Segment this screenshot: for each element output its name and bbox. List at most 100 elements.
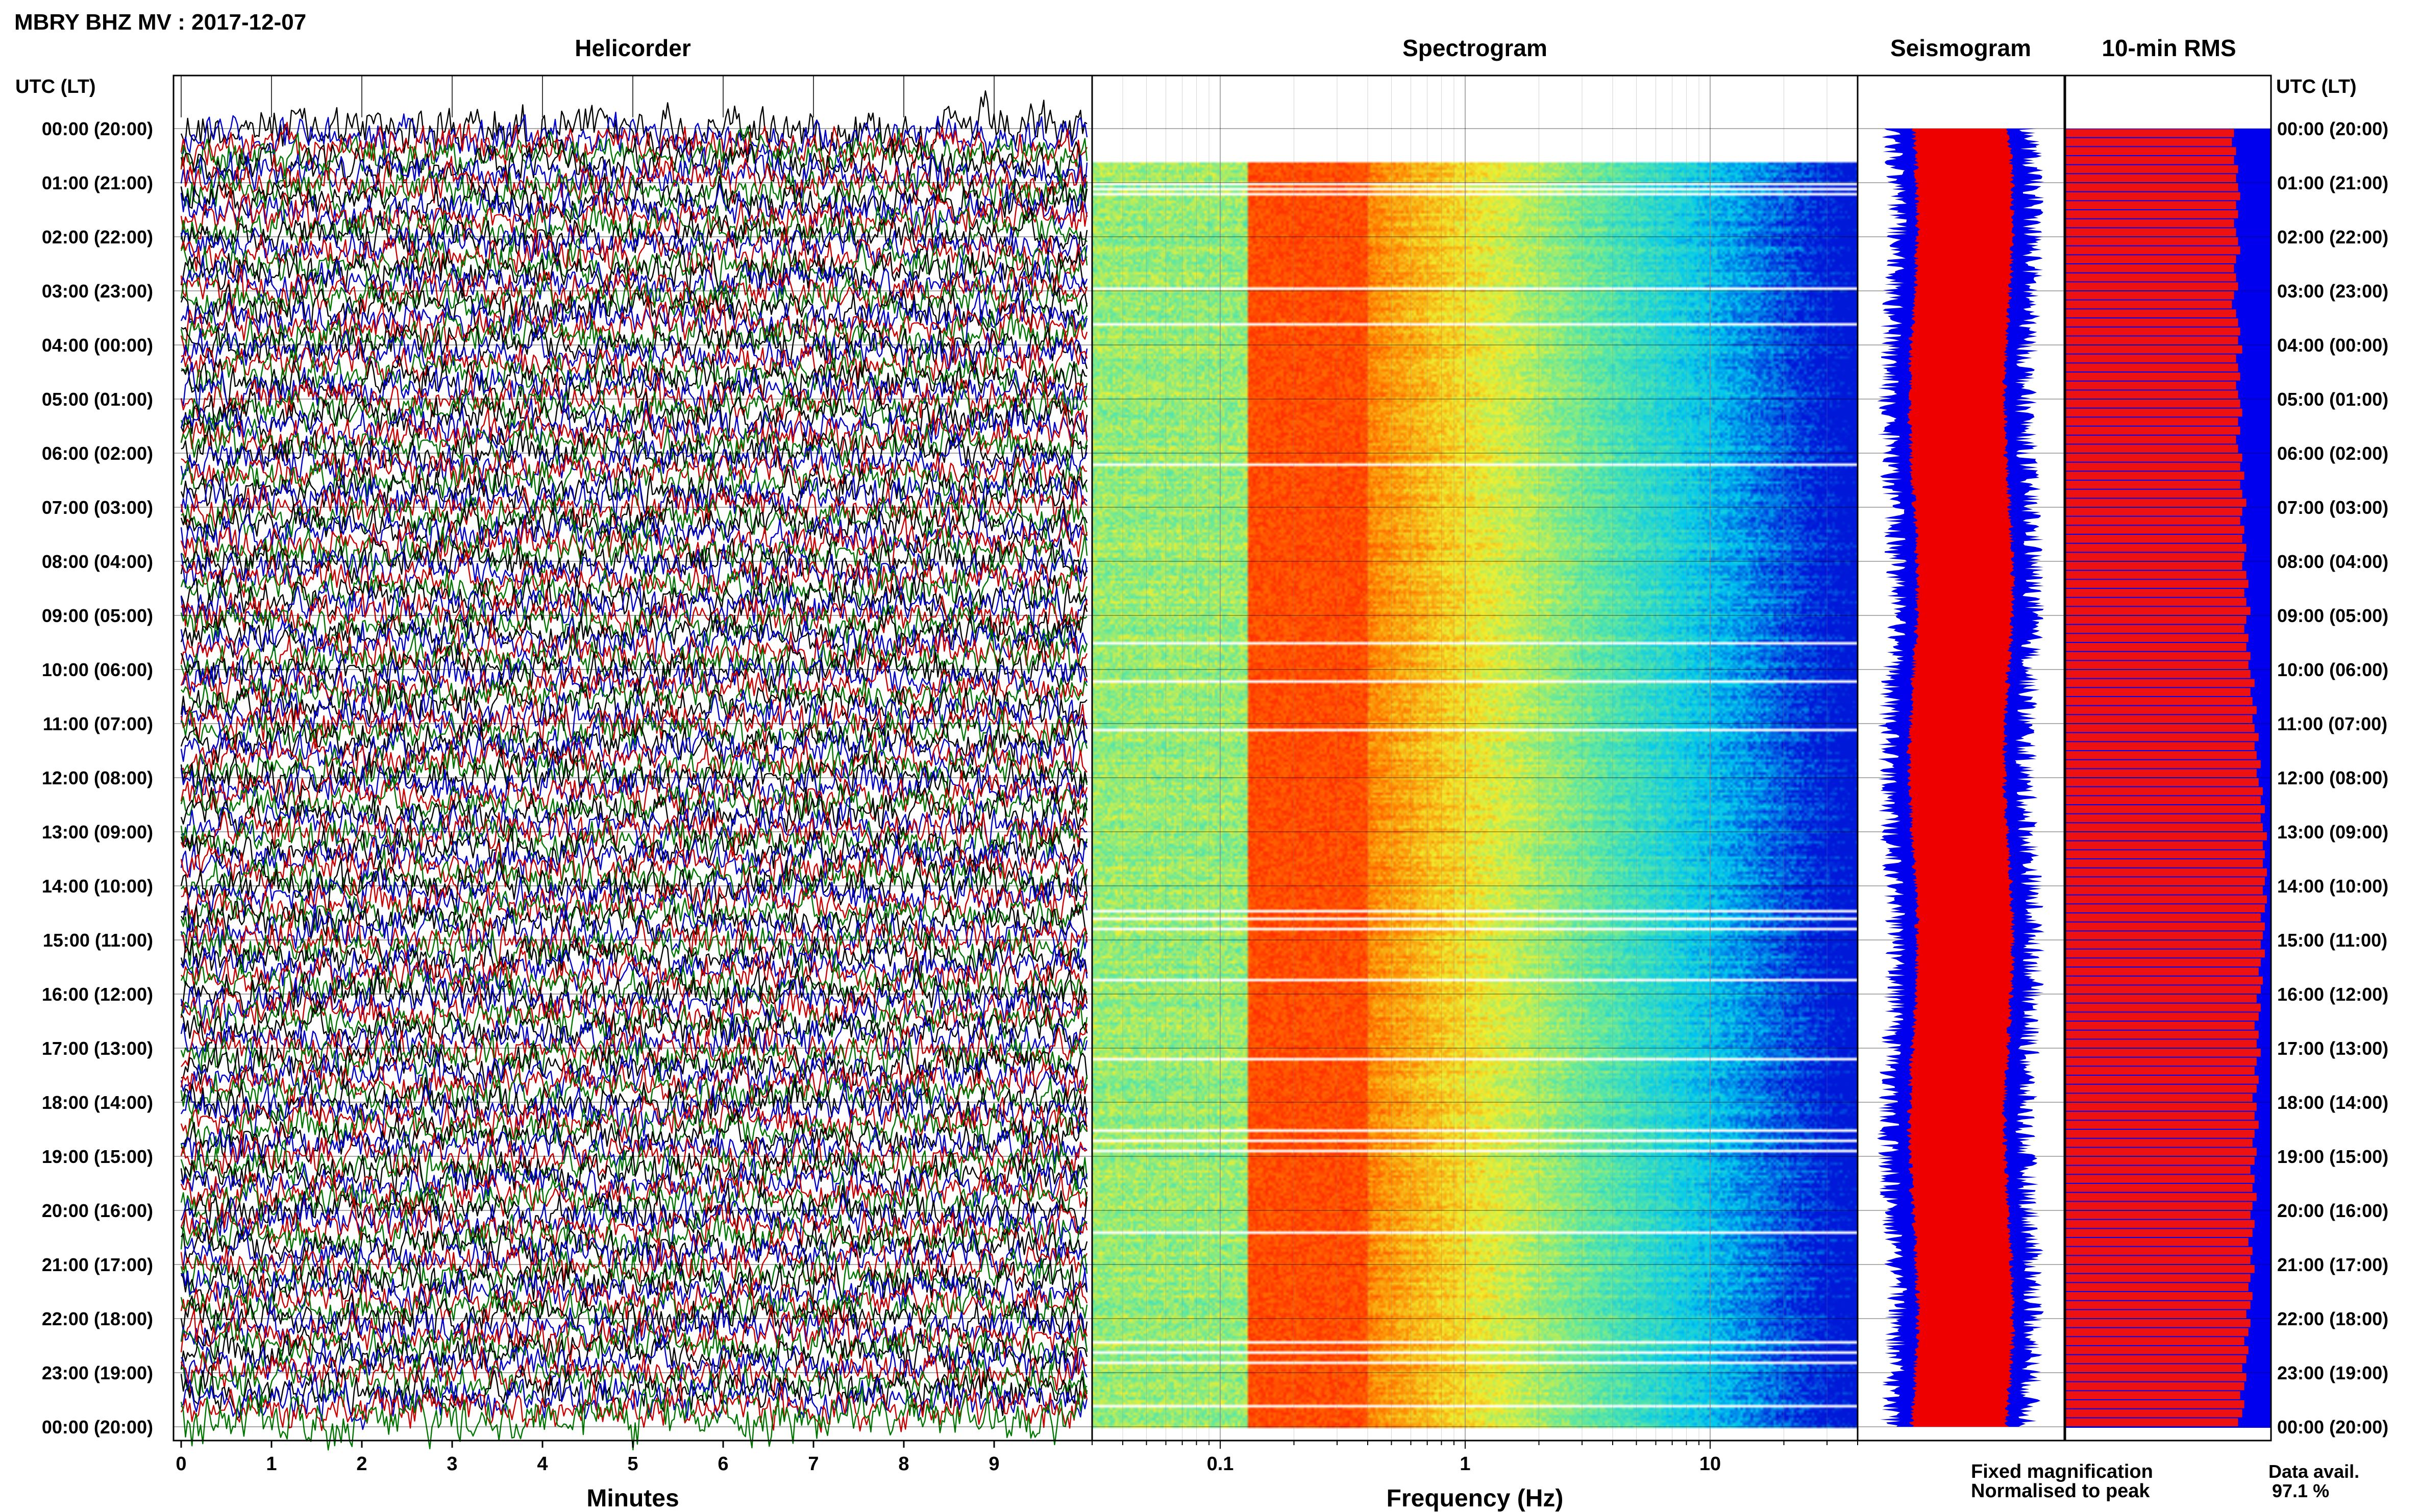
row-label-left: 06:00 (02:00) — [42, 443, 153, 464]
helicorder-trace-row — [180, 895, 1088, 946]
row-label-left: 05:00 (01:00) — [42, 389, 153, 410]
rms-bar — [2065, 562, 2242, 570]
row-label-left: 23:00 (19:00) — [42, 1362, 153, 1383]
rms-bar — [2065, 129, 2234, 137]
helicorder-trace-row — [181, 111, 1088, 166]
helicorder-tick-label: 6 — [718, 1453, 728, 1475]
rms-bar — [2065, 1274, 2251, 1282]
row-label-left: 09:00 (05:00) — [42, 605, 153, 626]
helicorder-trace-row — [180, 658, 1088, 714]
helicorder-trace-row — [180, 641, 1088, 695]
rms-bar — [2065, 327, 2240, 336]
rms-bar — [2065, 1418, 2238, 1426]
row-label-right: 00:00 (20:00) — [2277, 1417, 2388, 1437]
helicorder-trace-row — [180, 1326, 1088, 1381]
rms-bar — [2065, 787, 2263, 796]
rms-bar — [2065, 1166, 2251, 1174]
spectrogram-panel: 0.1 1 10 Frequency (Hz) — [1091, 75, 1859, 1512]
helicorder-trace-row — [180, 758, 1088, 814]
rms-bar — [2065, 1012, 2259, 1021]
rms-bar — [2065, 571, 2247, 579]
rms-bar — [2065, 805, 2265, 813]
rms-bar — [2065, 1076, 2259, 1084]
row-label-left: 10:00 (06:00) — [42, 659, 153, 680]
helicorder-trace-row — [180, 219, 1088, 267]
rms-bar — [2065, 778, 2259, 786]
rms-bar — [2065, 868, 2267, 877]
rms-bar — [2065, 1382, 2244, 1391]
helicorder-trace-row — [180, 983, 1088, 1039]
rms-bar — [2065, 183, 2238, 191]
rms-bar — [2065, 751, 2257, 759]
helicorder-trace-row — [180, 572, 1088, 627]
rms-bar — [2065, 373, 2240, 381]
helicorder-trace-row — [180, 830, 1088, 884]
helicorder-trace-row — [180, 966, 1088, 1024]
helicorder-trace-row — [180, 1068, 1088, 1118]
rms-bar — [2065, 174, 2236, 182]
helicorder-trace-row — [180, 543, 1088, 597]
rms-bar — [2065, 904, 2265, 912]
helicorder-trace-row — [180, 371, 1088, 423]
helicorder-trace-row — [181, 425, 1088, 481]
row-label-left: 00:00 (20:00) — [42, 118, 153, 139]
helicorder-trace-row — [180, 1172, 1088, 1227]
helicorder-trace-row — [180, 388, 1088, 442]
helicorder-trace-row — [180, 271, 1088, 326]
row-label-left: 22:00 (18:00) — [42, 1308, 153, 1329]
rms-bar — [2065, 1229, 2253, 1237]
spectrogram-heatmap — [1092, 76, 1858, 1441]
row-label-right: 04:00 (00:00) — [2277, 335, 2388, 356]
rms-bar — [2065, 625, 2244, 633]
helicorder-tick-label: 0 — [176, 1453, 186, 1475]
rms-bar — [2065, 1111, 2255, 1120]
helicorder-trace-row — [181, 650, 1088, 706]
helicorder-trace-row — [181, 332, 1088, 391]
rms-bar — [2065, 454, 2242, 462]
rms-bar — [2065, 1328, 2249, 1336]
row-label-right: 12:00 (08:00) — [2277, 767, 2388, 788]
seismogram-title: Seismogram — [1890, 35, 2031, 61]
helicorder-trace-row — [180, 900, 1088, 959]
rms-bar — [2065, 417, 2238, 426]
spectrogram-tick-label: 10 — [1699, 1453, 1721, 1475]
rms-bar — [2065, 823, 2263, 831]
helicorder-tick-label: 3 — [447, 1453, 457, 1475]
rms-bar — [2065, 1103, 2257, 1111]
rms-bar — [2065, 1283, 2249, 1291]
rms-bar — [2065, 255, 2236, 263]
rms-bar — [2065, 1138, 2253, 1147]
row-label-right: 23:00 (19:00) — [2277, 1362, 2388, 1383]
row-label-right: 00:00 (20:00) — [2277, 118, 2388, 139]
helicorder-trace-row — [180, 1254, 1088, 1313]
helicorder-tick-label: 9 — [989, 1453, 999, 1475]
rms-bar — [2065, 1049, 2261, 1057]
station-title: MBRY BHZ MV : 2017-12-07 — [14, 10, 306, 35]
rms-bar — [2065, 472, 2244, 480]
rms-bar — [2065, 949, 2265, 958]
rms-bar — [2065, 427, 2240, 435]
helicorder-trace-row — [180, 1192, 1088, 1249]
rms-bar — [2065, 688, 2251, 696]
spectrogram-title: Spectrogram — [1402, 35, 1547, 61]
rms-bar — [2065, 1022, 2255, 1030]
helicorder-xlabel: Minutes — [586, 1485, 679, 1512]
rms-bar — [2065, 1355, 2247, 1364]
rms-bar — [2065, 462, 2240, 471]
helicorder-trace-row — [180, 199, 1088, 255]
rms-bar — [2065, 1094, 2253, 1102]
rms-bar — [2065, 697, 2253, 705]
helicorder-trace-row — [180, 295, 1088, 357]
rms-bar — [2065, 995, 2257, 1003]
row-label-left: 19:00 (15:00) — [42, 1146, 153, 1167]
rms-bar — [2065, 1319, 2251, 1327]
helicorder-trace-row — [180, 307, 1088, 363]
rms-bar — [2065, 390, 2238, 399]
seismogram-normalised-trace — [1906, 129, 2016, 1427]
helicorder-trace-row — [180, 1055, 1088, 1110]
helicorder-trace-row — [180, 417, 1088, 469]
helicorder-trace-row — [180, 741, 1088, 798]
rms-bar — [2065, 580, 2249, 588]
spectrogram-tick-label: 1 — [1460, 1453, 1470, 1475]
rms-bar — [2065, 1039, 2257, 1048]
